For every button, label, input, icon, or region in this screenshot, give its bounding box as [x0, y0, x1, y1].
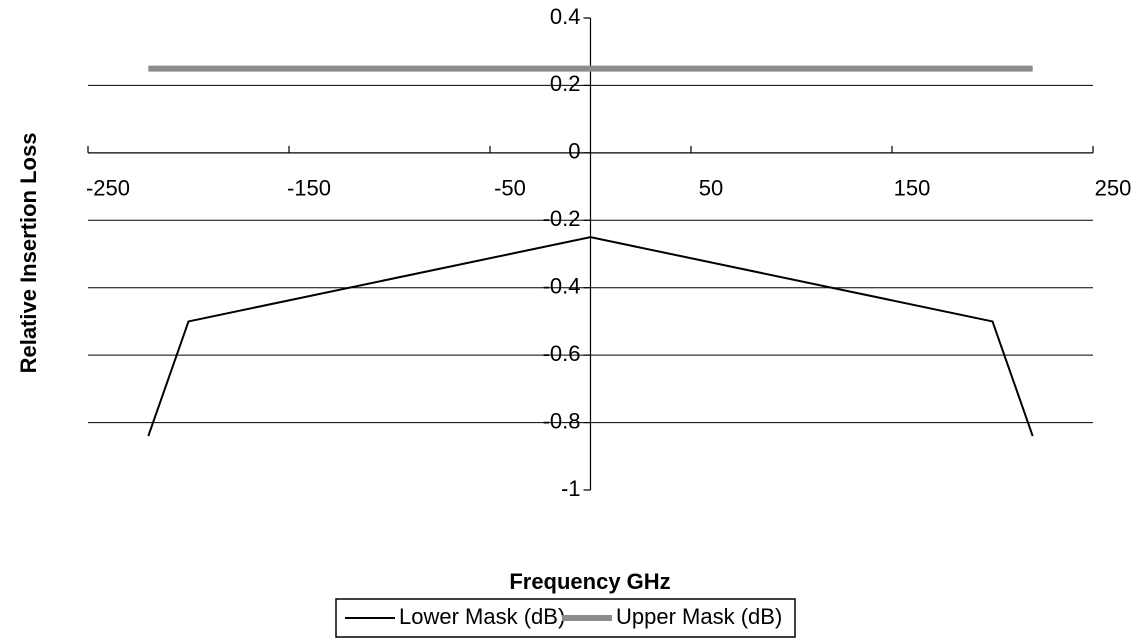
x-axis-title: Frequency GHz: [509, 569, 670, 594]
x-tick-label: 150: [894, 176, 931, 201]
y-tick-label: 0.4: [550, 4, 581, 29]
legend-label: Lower Mask (dB): [399, 604, 565, 629]
y-tick-label: -0.2: [543, 206, 581, 231]
y-tick-label: -0.4: [543, 274, 581, 299]
x-tick-label: 250: [1095, 176, 1131, 201]
x-tick-label: -250: [86, 176, 130, 201]
y-axis-title: Relative Insertion Loss: [16, 133, 41, 374]
y-tick-label: -0.8: [543, 408, 581, 433]
x-tick-label: -50: [494, 176, 526, 201]
y-tick-label: -1: [561, 476, 581, 501]
line-series: [147, 236, 1034, 437]
x-tick-label: 50: [699, 176, 723, 201]
legend-box: [335, 598, 796, 638]
y-tick-label: 0.2: [550, 71, 581, 96]
y-tick-label: -0.6: [543, 341, 581, 366]
x-tick-label: -150: [287, 176, 331, 201]
legend-label: Upper Mask (dB): [616, 604, 782, 629]
y-tick-label: 0: [568, 139, 580, 164]
